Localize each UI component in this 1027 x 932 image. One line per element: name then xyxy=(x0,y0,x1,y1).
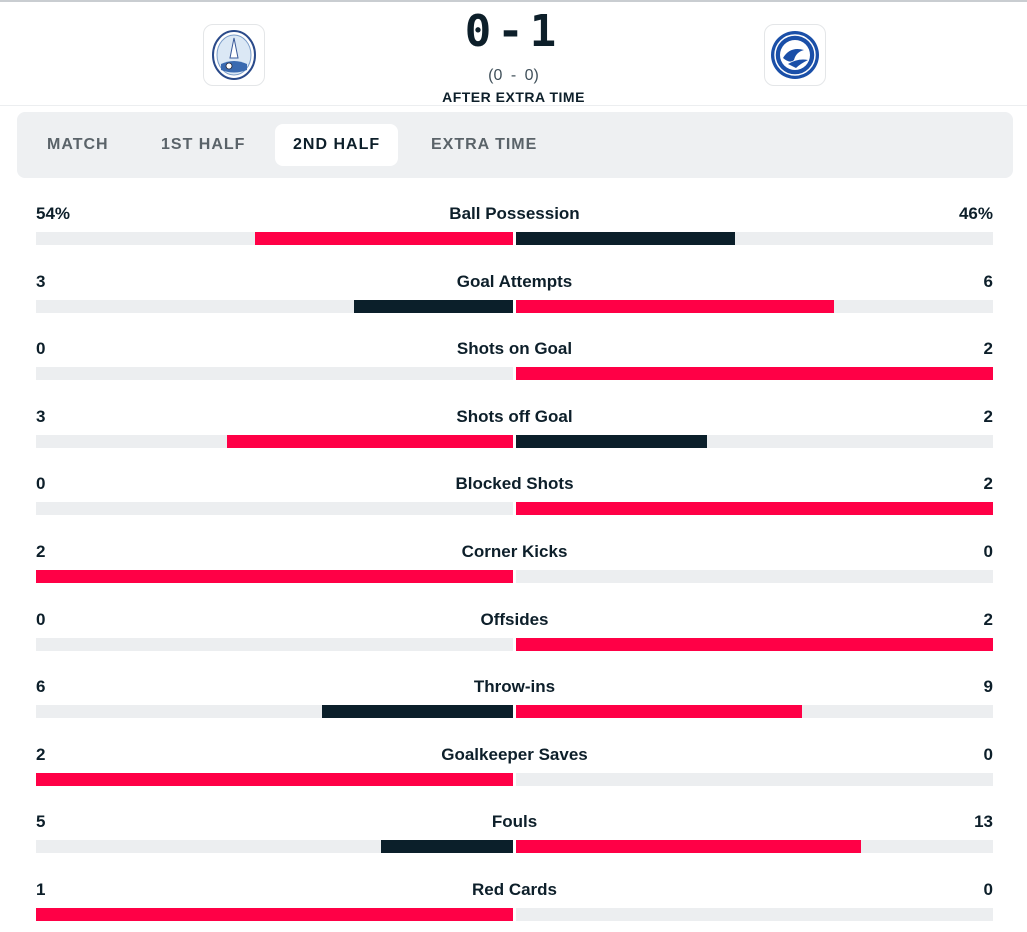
stat-label: Goal Attempts xyxy=(456,272,573,291)
home-bar-fill xyxy=(36,773,513,786)
away-bar-fill xyxy=(516,705,803,718)
stat-home-value: 2 xyxy=(36,542,46,561)
stat-label: Ball Possession xyxy=(449,204,580,223)
away-bar-fill xyxy=(516,840,861,853)
away-team-logo[interactable] xyxy=(764,24,826,86)
home-bar-track xyxy=(36,502,513,515)
away-bar-track xyxy=(516,773,993,786)
away-bar-fill xyxy=(516,638,993,651)
period-tabs: MATCH 1ST HALF 2ND HALF EXTRA TIME xyxy=(17,112,1013,178)
away-bar-track xyxy=(516,502,993,515)
stat-home-value: 0 xyxy=(36,339,46,358)
away-bar-track xyxy=(516,705,993,718)
stat-away-value: 13 xyxy=(974,812,993,831)
away-bar-track xyxy=(516,638,993,651)
stat-home-value: 0 xyxy=(36,474,46,493)
match-header: 0-1 (0 - 0) AFTER EXTRA TIME xyxy=(0,2,1027,106)
home-club-crest-icon xyxy=(212,30,256,80)
away-bar-track xyxy=(516,367,993,380)
home-bar-track xyxy=(36,435,513,448)
home-bar-fill xyxy=(322,705,513,718)
away-bar-fill xyxy=(516,367,993,380)
stat-label: Fouls xyxy=(491,812,538,831)
stat-away-value: 2 xyxy=(983,407,993,426)
stat-away-value: 2 xyxy=(983,474,993,493)
stat-home-value: 3 xyxy=(36,407,46,426)
home-bar-track xyxy=(36,773,513,786)
away-bar-track xyxy=(516,435,993,448)
home-bar-track xyxy=(36,705,513,718)
home-bar-fill xyxy=(255,232,513,245)
stat-away-value: 9 xyxy=(983,677,993,696)
tab-match[interactable]: MATCH xyxy=(47,136,109,153)
home-bar-fill xyxy=(226,435,513,448)
top-divider xyxy=(0,0,1027,2)
stat-label: Offsides xyxy=(480,610,549,629)
home-bar-fill xyxy=(36,570,513,583)
stat-row: 0 Offsides 2 xyxy=(36,606,993,656)
tab-extra-time[interactable]: EXTRA TIME xyxy=(431,136,538,153)
stat-row: 2 Goalkeeper Saves 0 xyxy=(36,741,993,791)
home-bar-fill xyxy=(36,908,513,921)
half-time-score: (0 - 0) xyxy=(488,67,539,84)
tab-2nd-half[interactable]: 2ND HALF xyxy=(275,124,399,166)
stat-label: Shots on Goal xyxy=(456,339,573,358)
stat-label: Shots off Goal xyxy=(456,407,573,426)
stat-away-value: 2 xyxy=(983,610,993,629)
match-status: AFTER EXTRA TIME xyxy=(442,89,585,105)
away-club-crest-icon xyxy=(771,31,819,79)
stat-row: 3 Shots off Goal 2 xyxy=(36,403,993,453)
home-bar-track xyxy=(36,840,513,853)
stat-away-value: 46% xyxy=(958,204,993,223)
away-bar-track xyxy=(516,908,993,921)
stat-row: 0 Blocked Shots 2 xyxy=(36,470,993,520)
stat-home-value: 3 xyxy=(36,272,46,291)
stat-label: Goalkeeper Saves xyxy=(441,745,588,764)
stat-row: 0 Shots on Goal 2 xyxy=(36,335,993,385)
stat-home-value: 6 xyxy=(36,677,46,696)
away-bar-fill xyxy=(516,232,736,245)
away-bar-fill xyxy=(516,300,834,313)
stat-away-value: 0 xyxy=(983,745,993,764)
stat-row: 54% Ball Possession 46% xyxy=(36,200,993,250)
stat-away-value: 2 xyxy=(983,339,993,358)
stat-home-value: 5 xyxy=(36,812,46,831)
stat-home-value: 1 xyxy=(36,880,46,899)
stat-label: Red Cards xyxy=(471,880,558,899)
away-bar-fill xyxy=(516,502,993,515)
stat-row: 3 Goal Attempts 6 xyxy=(36,268,993,318)
stat-row: 1 Red Cards 0 xyxy=(36,876,993,926)
home-bar-track xyxy=(36,570,513,583)
stat-away-value: 6 xyxy=(983,272,993,291)
away-bar-track xyxy=(516,232,993,245)
stat-home-value: 54% xyxy=(36,204,71,223)
stat-label: Blocked Shots xyxy=(455,474,574,493)
match-score: 0-1 xyxy=(464,6,563,57)
stat-label: Throw-ins xyxy=(473,677,556,696)
tab-1st-half[interactable]: 1ST HALF xyxy=(161,136,246,153)
away-bar-track xyxy=(516,300,993,313)
away-bar-track xyxy=(516,570,993,583)
home-bar-track xyxy=(36,908,513,921)
home-bar-track xyxy=(36,300,513,313)
stat-row: 6 Throw-ins 9 xyxy=(36,673,993,723)
away-bar-fill xyxy=(516,435,707,448)
stat-away-value: 0 xyxy=(983,880,993,899)
away-bar-track xyxy=(516,840,993,853)
home-bar-fill xyxy=(380,840,513,853)
home-bar-track xyxy=(36,638,513,651)
home-bar-track xyxy=(36,367,513,380)
stat-home-value: 0 xyxy=(36,610,46,629)
stat-away-value: 0 xyxy=(983,542,993,561)
home-bar-fill xyxy=(354,300,513,313)
home-team-logo[interactable] xyxy=(203,24,265,86)
stat-row: 5 Fouls 13 xyxy=(36,808,993,858)
home-bar-track xyxy=(36,232,513,245)
stat-label: Corner Kicks xyxy=(461,542,568,561)
stat-home-value: 2 xyxy=(36,745,46,764)
stat-row: 2 Corner Kicks 0 xyxy=(36,538,993,588)
